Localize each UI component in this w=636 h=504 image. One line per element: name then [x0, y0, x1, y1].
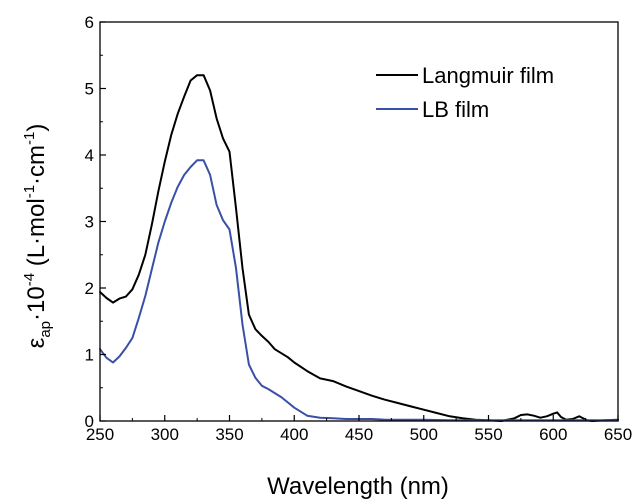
x-tick-label: 400	[280, 425, 308, 444]
x-tick-label: 500	[410, 425, 438, 444]
y-axis-title-unit-close: )	[23, 124, 50, 132]
y-axis-title-unit-open: (L·mol	[23, 198, 50, 273]
y-tick-label: 1	[85, 346, 94, 365]
x-tick-label: 600	[539, 425, 567, 444]
y-axis-title-exp-1b: -1	[21, 132, 38, 145]
series-line-langmuir-film	[99, 74, 619, 422]
legend-label-langmuir-film: Langmuir film	[422, 63, 554, 88]
y-tick-label: 6	[85, 13, 94, 32]
legend-label-lb-film: LB film	[422, 97, 489, 122]
x-tick-label: 300	[151, 425, 179, 444]
plot-series	[99, 74, 619, 422]
y-axis-title-exp-1a: -1	[21, 185, 38, 198]
y-tick-label: 3	[85, 213, 94, 232]
y-axis-title-unit-mid: ·cm	[23, 145, 50, 185]
legend: Langmuir film LB film	[376, 63, 554, 122]
x-tick-label: 350	[215, 425, 243, 444]
y-axis-title-epsilon: ε	[23, 337, 50, 348]
x-axis-title: Wavelength (nm)	[267, 473, 449, 500]
x-tick-label: 450	[345, 425, 373, 444]
x-axis: 250 300 350 400 450 500 550 600 650	[86, 415, 632, 444]
y-axis-title-exp-4: -4	[21, 273, 38, 286]
y-axis-title: εap·10-4 (L·mol-1·cm-1)	[21, 124, 54, 349]
y-tick-label: 2	[85, 279, 94, 298]
series-line-lb-film	[99, 159, 619, 422]
x-tick-label: 650	[604, 425, 632, 444]
y-axis-title-power: ·10	[23, 286, 50, 321]
x-tick-label: 250	[86, 425, 114, 444]
y-axis-title-sub-ap: ap	[37, 321, 54, 338]
y-tick-label: 5	[85, 80, 94, 99]
x-tick-label: 550	[474, 425, 502, 444]
y-axis: 0 1 2 3 4 5 6	[85, 13, 106, 431]
y-tick-label: 0	[85, 412, 94, 431]
y-tick-label: 4	[85, 146, 94, 165]
